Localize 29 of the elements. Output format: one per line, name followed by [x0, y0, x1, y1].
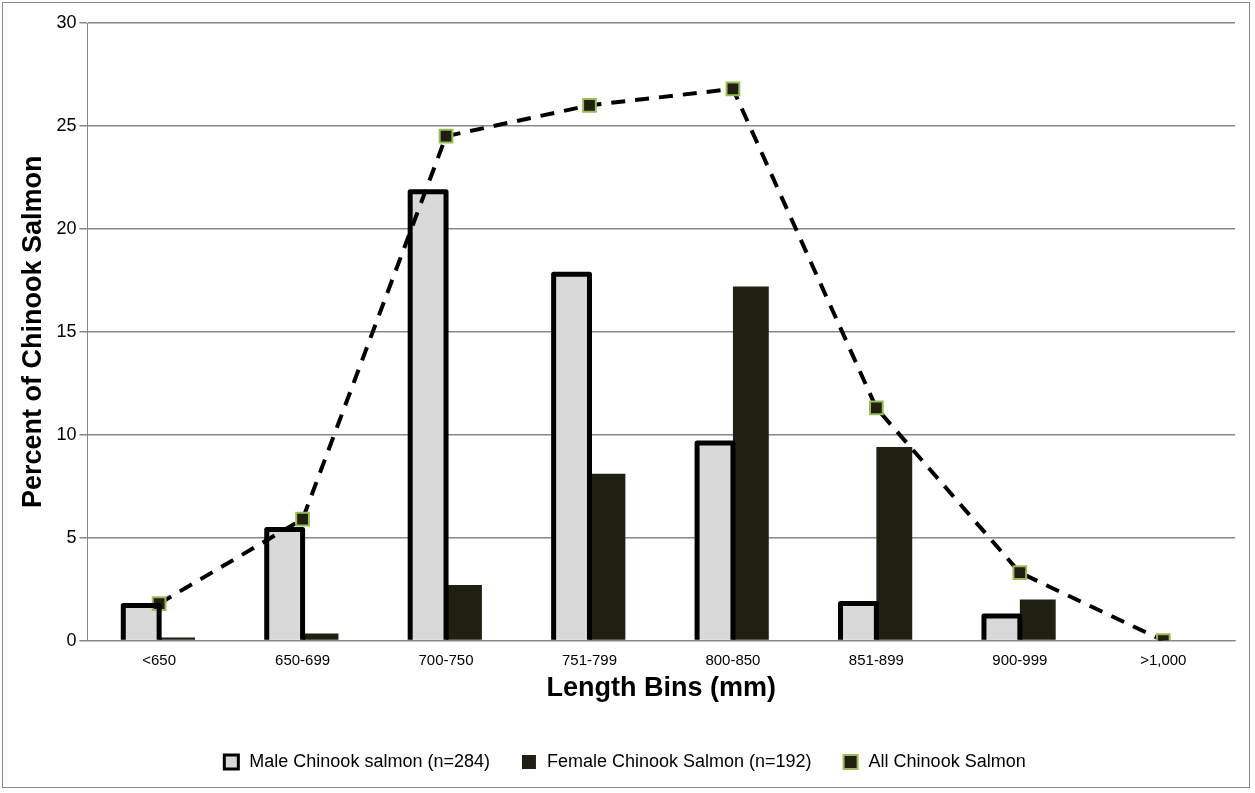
- x-tick-label: >1,000: [1140, 650, 1187, 668]
- legend-label: All Chinook Salmon: [868, 750, 1026, 771]
- point: [869, 400, 884, 416]
- y-tick-label: 20: [56, 217, 77, 238]
- bar: [876, 447, 913, 640]
- bar: [446, 585, 482, 640]
- x-tick-label: 650-699: [275, 650, 331, 668]
- y-tick-label: 30: [56, 11, 77, 32]
- y-tick-label: 15: [56, 320, 77, 341]
- legend-label: Female Chinook Salmon (n=192): [546, 750, 812, 771]
- x-tick-label: <650: [142, 650, 177, 668]
- x-tick-label: 800-850: [705, 650, 761, 668]
- x-tick-label: 700-750: [418, 650, 474, 668]
- y-tick-label: 5: [66, 526, 77, 547]
- y-tick-label: 0: [66, 629, 77, 650]
- legend-label: Male Chinook salmon (n=284): [249, 750, 490, 771]
- y-axis-title: Percent of Chinook Salmon: [16, 155, 47, 509]
- y-tick-label: 25: [56, 114, 77, 135]
- point: [295, 511, 310, 527]
- bar: [302, 633, 339, 640]
- x-tick-label: 851-899: [848, 650, 904, 668]
- x-axis-title: Length Bins (mm): [546, 672, 776, 703]
- point: [438, 128, 454, 144]
- point: [582, 97, 597, 113]
- x-tick-label: 751-799: [561, 650, 618, 668]
- x-tick-label: 900-999: [992, 650, 1048, 668]
- y-tick-label: 10: [56, 423, 77, 444]
- point: [1012, 565, 1028, 581]
- point: [725, 81, 741, 97]
